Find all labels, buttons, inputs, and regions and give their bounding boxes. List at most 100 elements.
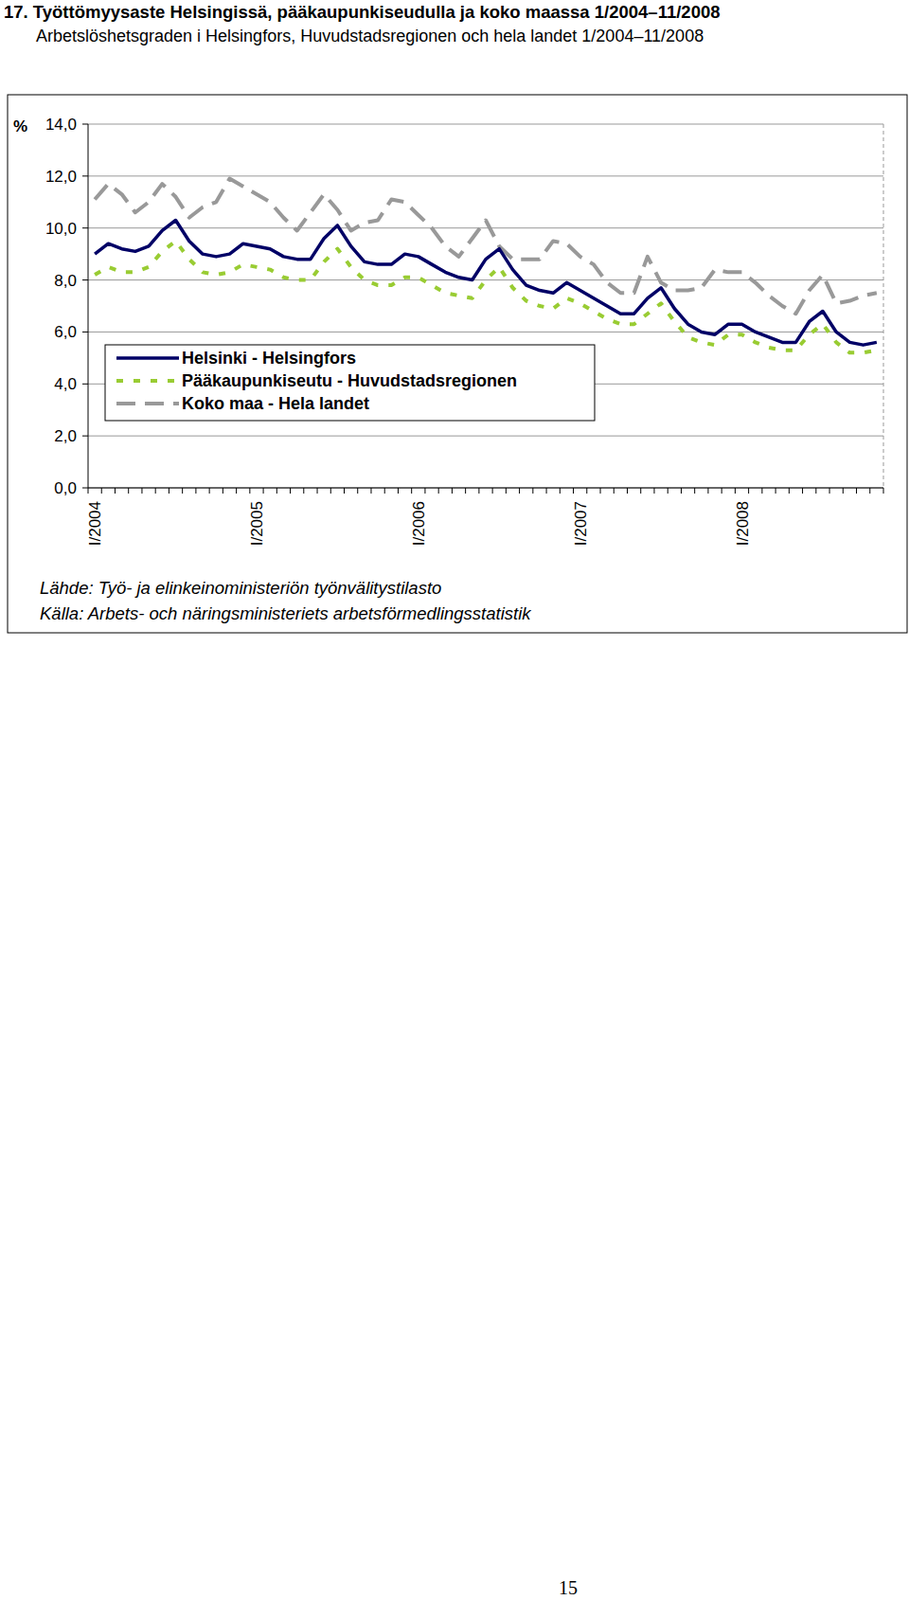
y-tick [82, 331, 89, 333]
x-tick [532, 487, 534, 494]
x-tick [788, 487, 790, 494]
x-tick [626, 487, 628, 494]
chart-frame [7, 94, 908, 633]
y-tick [82, 124, 89, 125]
x-tick [815, 487, 817, 494]
x-tick [721, 487, 723, 494]
y-tick-label: 6,0 [53, 322, 77, 341]
x-tick-label: I/2006 [409, 500, 428, 546]
x-tick [586, 487, 588, 494]
x-tick [855, 487, 857, 494]
x-tick [842, 487, 844, 494]
x-tick [667, 487, 669, 494]
plot-area [94, 178, 877, 354]
x-tick [829, 487, 831, 494]
x-tick [518, 487, 520, 494]
legend-label: Helsinki - Helsingfors [181, 348, 357, 368]
x-tick [478, 487, 480, 494]
source-note: Lähde: Työ- ja elinkeinoministeriön työn… [39, 577, 442, 598]
y-tick-label: 14,0 [45, 115, 77, 134]
x-tick [559, 487, 561, 494]
x-tick [680, 487, 682, 494]
x-tick [505, 487, 507, 494]
x-tick [127, 487, 129, 494]
legend-swatch [116, 378, 179, 383]
series-line [94, 219, 877, 345]
series-line [94, 178, 877, 315]
x-tick [289, 487, 291, 494]
page: 17. Työttömyysaste Helsingissä, pääkaupu… [0, 0, 909, 1600]
x-tick [370, 487, 372, 494]
x-tick [464, 487, 466, 494]
title: 17. Työttömyysaste Helsingissä, pääkaupu… [3, 1, 721, 22]
x-tick [317, 487, 319, 494]
x-tick [88, 487, 90, 494]
x-tick [235, 487, 237, 494]
x-tick-label: I/2005 [248, 500, 267, 546]
x-tick [141, 487, 143, 494]
y-tick [82, 383, 89, 385]
x-tick [168, 487, 170, 494]
legend-label: Pääkaupunkiseutu - Huvudstadsregionen [181, 371, 517, 391]
x-tick [492, 487, 494, 494]
x-tick [356, 487, 358, 494]
x-tick [640, 487, 642, 494]
y-tick-label: 10,0 [45, 219, 77, 238]
y-tick-label: 0,0 [53, 479, 77, 498]
legend-box [105, 344, 595, 421]
subtitle: Arbetslöshetsgraden i Helsingfors, Huvud… [35, 26, 704, 46]
y-tick [82, 487, 89, 489]
y-tick [82, 435, 89, 437]
x-tick [734, 487, 736, 494]
x-tick [263, 487, 265, 494]
x-tick [694, 487, 696, 494]
x-tick [707, 487, 709, 494]
legend-swatch [116, 356, 179, 360]
x-tick [114, 487, 116, 494]
x-tick [600, 487, 602, 494]
x-tick [572, 487, 574, 494]
x-tick [397, 487, 399, 494]
x-tick [883, 487, 885, 494]
x-tick [653, 487, 655, 494]
y-tick [82, 227, 89, 229]
x-tick [438, 487, 440, 494]
x-tick [330, 487, 332, 494]
x-tick-label: I/2007 [571, 500, 590, 546]
x-tick [384, 487, 386, 494]
legend-label: Koko maa - Hela landet [181, 393, 370, 413]
x-tick [249, 487, 250, 494]
grid-line [88, 175, 884, 177]
x-tick [451, 487, 453, 494]
x-tick [775, 487, 777, 494]
grid-line [88, 124, 884, 125]
grid-line [88, 279, 884, 281]
x-tick [276, 487, 278, 494]
x-tick [209, 487, 211, 494]
x-tick [410, 487, 412, 494]
y-tick-label: 12,0 [45, 167, 77, 186]
y-tick-label: 8,0 [53, 271, 77, 290]
x-tick [181, 487, 183, 494]
legend-swatch [116, 401, 179, 406]
grid-line [88, 435, 884, 437]
x-tick [748, 487, 749, 494]
grid-line [88, 487, 884, 489]
x-tick [101, 487, 103, 494]
x-tick [613, 487, 615, 494]
x-tick [424, 487, 426, 494]
grid-line [88, 227, 884, 229]
plot-edge [883, 124, 885, 488]
x-tick [761, 487, 763, 494]
x-tick [303, 487, 304, 494]
y-tick-label: 4,0 [53, 374, 77, 393]
x-tick [222, 487, 224, 494]
page-number: 15 [558, 1576, 578, 1598]
x-tick [802, 487, 803, 494]
y-tick-label: 2,0 [53, 427, 77, 446]
y-tick [82, 175, 89, 177]
x-tick-label: I/2004 [86, 500, 105, 546]
x-tick [343, 487, 345, 494]
x-tick [869, 487, 871, 494]
y-axis [88, 124, 90, 488]
